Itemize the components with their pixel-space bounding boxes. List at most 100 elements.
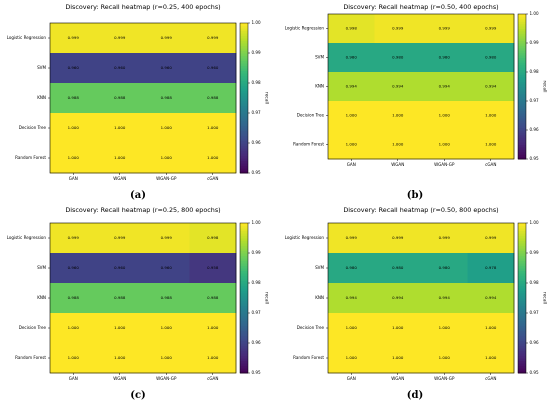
colorbar-segment: [518, 358, 526, 361]
cell-value-label: 0.999: [68, 235, 80, 240]
colorbar-segment: [518, 240, 526, 244]
colorbar-segment: [518, 88, 526, 92]
colorbar-tick-label: 0.99: [252, 50, 262, 55]
heatmap-cell: [421, 313, 468, 344]
cell-value-label: 0.998: [207, 235, 219, 240]
y-tick-label: KNN: [315, 84, 324, 89]
colorbar-segment: [240, 355, 248, 359]
colorbar-segment: [240, 110, 248, 114]
colorbar-segment: [240, 368, 248, 371]
colorbar-segment: [518, 298, 526, 301]
colorbar-segment: [518, 263, 526, 266]
colorbar-segment: [518, 79, 526, 83]
cell-value-label: 0.994: [346, 295, 358, 300]
heatmap-cell: [96, 223, 144, 254]
colorbar-tick-label: 0.95: [252, 370, 262, 375]
colorbar-segment: [240, 285, 248, 289]
heatmap-cell: [50, 313, 97, 344]
colorbar-tick-label: 0.98: [252, 280, 262, 285]
colorbar-segment: [240, 130, 248, 134]
cell-value-label: 0.960: [68, 65, 80, 70]
x-tick-label: cGAN: [207, 376, 218, 381]
cell-value-label: 0.999: [392, 235, 404, 240]
colorbar-segment: [240, 125, 248, 129]
colorbar-segment: [518, 333, 526, 336]
colorbar-frame: [517, 222, 527, 374]
colorbar-segment: [240, 305, 248, 309]
colorbar-segment: [518, 343, 526, 346]
colorbar-segment: [518, 139, 526, 143]
colorbar-segment: [240, 308, 248, 311]
cell-value-label: 1.000: [392, 142, 404, 147]
heatmap-cell: [189, 283, 237, 314]
heatmap-cell: [467, 223, 515, 254]
y-tick-label: SVM: [37, 65, 46, 70]
colorbar-tick-label: 0.98: [530, 280, 540, 285]
colorbar-segment: [240, 235, 248, 239]
cell-value-label: 0.999: [161, 35, 173, 40]
colorbar-segment: [518, 86, 526, 90]
heatmap-chart: Discovery: Recall heatmap (r=0.50, 400 e…: [285, 3, 548, 167]
colorbar-segment: [240, 55, 248, 59]
colorbar-segment: [518, 122, 526, 126]
colorbar-segment: [518, 117, 526, 121]
colorbar-segment: [518, 74, 526, 78]
colorbar-segment: [518, 235, 526, 239]
colorbar-segment: [240, 333, 248, 336]
cell-value-label: 0.960: [161, 65, 173, 70]
cell-value-label: 0.999: [439, 26, 451, 31]
colorbar-segment: [240, 163, 248, 166]
heatmap-cell: [374, 223, 422, 254]
heatmap-chart: Discovery: Recall heatmap (r=0.50, 800 e…: [285, 206, 548, 381]
x-tick-label: cGAN: [207, 176, 218, 181]
heatmap-cell: [143, 253, 190, 284]
cell-value-label: 0.980: [485, 55, 497, 60]
colorbar-tick-label: 0.95: [530, 370, 540, 375]
cell-value-label: 1.000: [392, 355, 404, 360]
heatmap-cell: [50, 53, 97, 84]
colorbar-segment: [240, 25, 248, 29]
heatmap-cell: [189, 343, 237, 374]
y-tick-label: Logistic Regression: [7, 235, 47, 240]
colorbar-segment: [518, 223, 526, 226]
y-tick-label: Random Forest: [293, 142, 324, 147]
colorbar-segment: [240, 120, 248, 124]
colorbar-segment: [240, 258, 248, 261]
colorbar-label: recall: [264, 292, 270, 304]
colorbar-segment: [240, 115, 248, 119]
colorbar-segment: [518, 76, 526, 80]
colorbar-frame: [239, 222, 249, 374]
heatmap-panel-c: Discovery: Recall heatmap (r=0.25, 800 e…: [0, 202, 275, 404]
colorbar-segment: [518, 105, 526, 109]
colorbar-segment: [518, 113, 526, 116]
cell-value-label: 0.988: [68, 95, 80, 100]
colorbar-segment: [240, 160, 248, 164]
cell-value-label: 0.999: [114, 35, 126, 40]
y-tick-label: Random Forest: [15, 155, 46, 160]
colorbar-segment: [518, 59, 526, 63]
colorbar-segment: [518, 134, 526, 138]
x-tick-label: WGAN: [391, 162, 404, 167]
colorbar-tick-label: 0.97: [530, 310, 540, 315]
colorbar-segment: [240, 313, 248, 316]
colorbar-segment: [518, 250, 526, 254]
colorbar-segment: [240, 58, 248, 61]
colorbar-segment: [518, 365, 526, 369]
y-tick-label: KNN: [37, 295, 46, 300]
colorbar-segment: [518, 315, 526, 319]
x-tick-label: cGAN: [485, 376, 496, 381]
colorbar-segment: [518, 149, 526, 153]
cell-value-label: 0.980: [392, 265, 404, 270]
colorbar-segment: [240, 228, 248, 231]
y-tick-label: Decision Tree: [297, 325, 325, 330]
cell-value-label: 0.988: [161, 295, 173, 300]
colorbar-segment: [240, 260, 248, 264]
heatmap-cell: [374, 313, 422, 344]
colorbar-segment: [518, 345, 526, 349]
colorbar-segment: [240, 150, 248, 154]
colorbar-segment: [240, 358, 248, 361]
colorbar-segment: [518, 335, 526, 339]
cell-value-label: 1.000: [346, 113, 358, 118]
colorbar-label: recall: [542, 292, 548, 304]
